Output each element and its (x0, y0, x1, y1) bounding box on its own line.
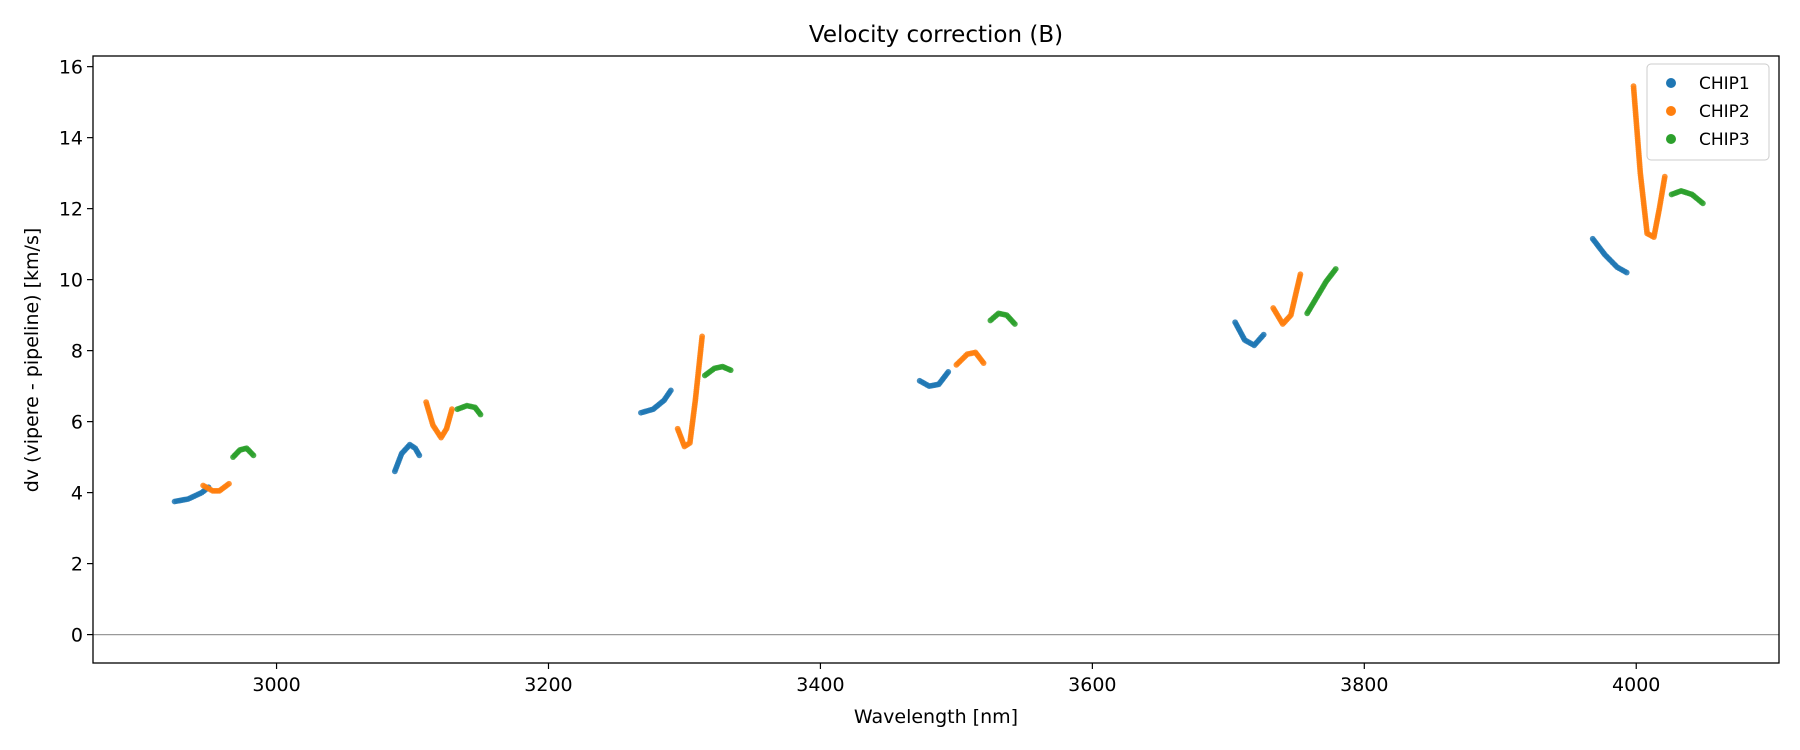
y-tick-label: 8 (71, 341, 83, 363)
y-tick-label: 4 (71, 483, 83, 505)
data-point (1699, 200, 1706, 207)
order-segment (230, 445, 257, 461)
legend-marker (1666, 106, 1676, 116)
x-tick-label: 3000 (252, 674, 300, 696)
order-segment (916, 369, 952, 390)
data-point (1260, 331, 1267, 338)
legend-marker (1666, 78, 1676, 88)
y-tick-label: 2 (71, 554, 83, 576)
data-point (449, 406, 455, 413)
legend-label: CHIP1 (1699, 74, 1750, 94)
chart-title: Velocity correction (B) (809, 22, 1063, 48)
order-segment (953, 349, 987, 368)
legend-marker (1666, 134, 1676, 144)
order-segment (1589, 235, 1630, 276)
x-tick-label: 3800 (1340, 674, 1388, 696)
series-chip3 (230, 187, 1706, 461)
y-axis-label: dv (vipere - pipeline) [km/s] (21, 228, 43, 493)
data-point (226, 480, 232, 487)
data-point (416, 452, 423, 459)
order-segment (1232, 319, 1267, 349)
order-segment (454, 402, 484, 418)
y-tick-label: 14 (59, 128, 83, 150)
plot-frame (92, 55, 1780, 664)
y-tick-label: 16 (59, 57, 83, 79)
series-chip2 (200, 83, 1668, 494)
x-tick-label: 4000 (1612, 674, 1660, 696)
y-tick-label: 0 (71, 625, 83, 647)
order-segment (987, 310, 1018, 327)
order-segment (1668, 187, 1706, 207)
y-tick-label: 6 (71, 412, 83, 434)
order-segment (1630, 83, 1668, 240)
order-segment (1270, 271, 1304, 327)
x-tick-label: 3400 (796, 674, 844, 696)
order-segment (701, 363, 734, 379)
order-segment (200, 480, 232, 494)
x-tick-label: 3200 (524, 674, 572, 696)
legend-label: CHIP3 (1699, 130, 1750, 150)
data-point (1623, 269, 1630, 276)
data-point (1011, 321, 1018, 327)
x-tick-label: 3600 (1068, 674, 1116, 696)
order-segment (1304, 266, 1339, 317)
data-point (1297, 271, 1304, 278)
order-segment (423, 399, 455, 441)
order-segment (391, 441, 423, 475)
legend: CHIP1 CHIP2 CHIP3 (1646, 63, 1770, 161)
data-point (727, 367, 734, 374)
data-point (477, 411, 484, 418)
order-segment (674, 333, 706, 450)
legend-label: CHIP2 (1699, 102, 1750, 122)
order-segment (171, 484, 212, 505)
x-axis-label: Wavelength [nm] (854, 706, 1018, 728)
data-point (699, 333, 706, 340)
data-point (980, 360, 987, 366)
order-segment (638, 387, 674, 416)
data-point (667, 387, 674, 394)
data-point (945, 369, 952, 375)
data-point (1332, 266, 1339, 272)
y-tick-label: 12 (59, 199, 83, 221)
y-tick-label: 10 (59, 270, 83, 292)
data-point (1661, 173, 1668, 180)
data-point (250, 452, 257, 459)
legend-box (1646, 63, 1770, 161)
series-chip1 (171, 235, 1630, 505)
